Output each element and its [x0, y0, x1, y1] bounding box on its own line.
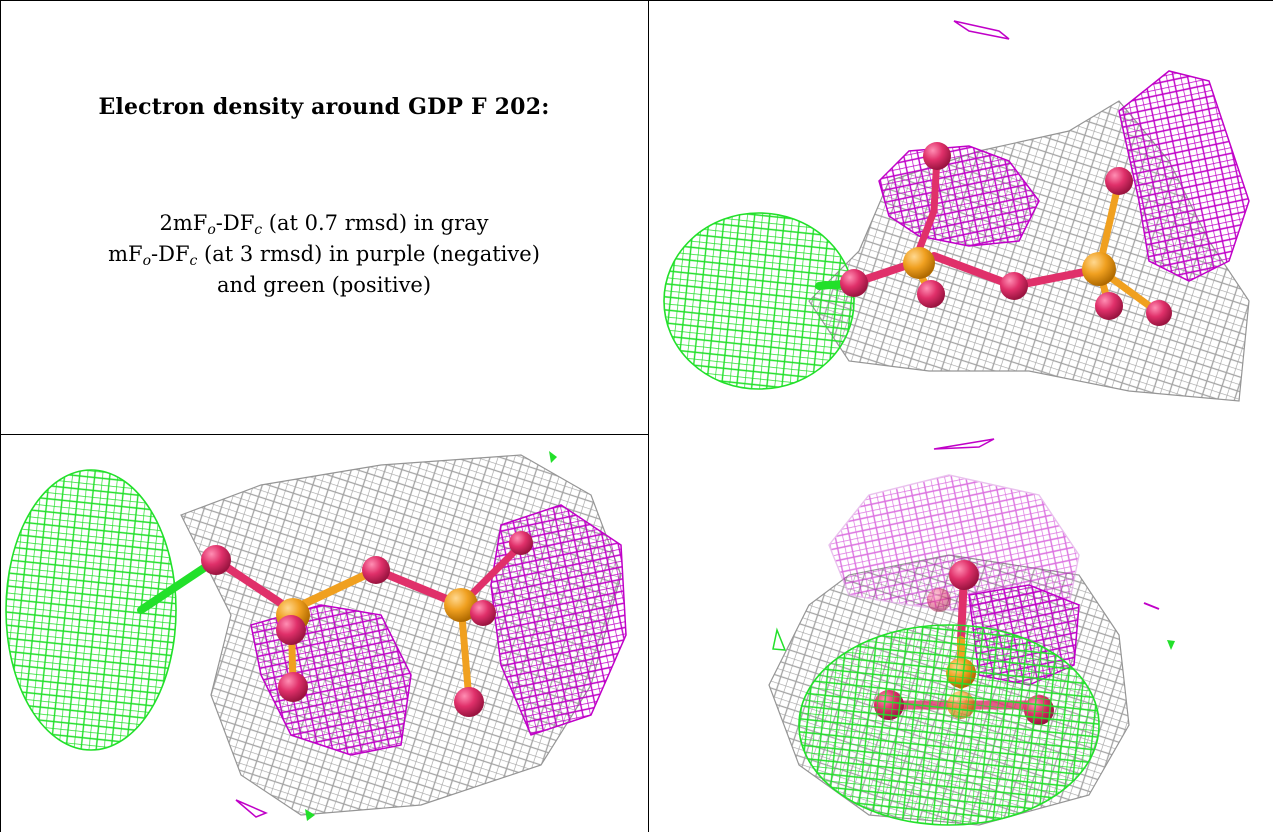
legend-line-positive: and green (positive)	[216, 273, 432, 297]
molecule-density-view	[768, 438, 1175, 826]
legend-text-part: (at 0.7 rmsd) in gray	[262, 211, 489, 235]
legend-line-mfo: mFo-DFc (at 3 rmsd) in purple (negative)	[0, 239, 648, 270]
green-density-mesh	[5, 469, 177, 751]
molecule-atoms	[201, 531, 533, 717]
molecule-atoms	[840, 142, 1172, 326]
green-density-mesh	[798, 624, 1100, 826]
legend-text-part: (at 3 rmsd) in purple (negative)	[197, 242, 540, 266]
purple-density-mesh	[1118, 70, 1250, 282]
purple-density-fragment	[1143, 602, 1160, 610]
legend-text-part: mF	[108, 242, 143, 266]
legend-text-part: 2mF	[159, 211, 208, 235]
view-bottom-left	[1, 435, 648, 832]
molecule-density-view	[5, 451, 627, 821]
table-border-top	[0, 0, 1273, 1]
green-density-fragment	[549, 451, 557, 463]
legend-subscript: o	[207, 222, 216, 238]
legend-text-part: -DF	[215, 211, 255, 235]
table-divider-horizontal	[0, 434, 648, 435]
green-density-fragment	[305, 809, 315, 821]
view-bottom-right	[649, 435, 1273, 832]
figure-title: Electron density around GDP F 202:	[98, 94, 550, 120]
caption-cell: Electron density around GDP F 202: 2mFo-…	[0, 0, 648, 434]
purple-density-fragment	[235, 799, 268, 818]
green-density-mesh	[663, 212, 855, 390]
light-purple-density-mesh	[828, 474, 1080, 616]
legend-subscript: o	[142, 253, 152, 269]
legend-subscript: c	[189, 253, 198, 269]
view-top-right	[649, 1, 1273, 434]
table-divider-vertical	[648, 0, 649, 832]
table-border-left	[0, 0, 1, 832]
legend-line-2mfo: 2mFo-DFc (at 0.7 rmsd) in gray	[0, 208, 648, 239]
legend-text-part: -DF	[151, 242, 190, 266]
green-density-fragment	[1167, 640, 1175, 650]
molecule-density-view	[663, 20, 1250, 402]
green-density-fragment	[772, 627, 787, 651]
purple-density-fragment	[953, 20, 1010, 40]
legend-text: 2mFo-DFc (at 0.7 rmsd) in gray mFo-DFc (…	[0, 208, 648, 301]
legend-subscript: c	[254, 222, 263, 238]
purple-density-fragment	[933, 438, 995, 450]
